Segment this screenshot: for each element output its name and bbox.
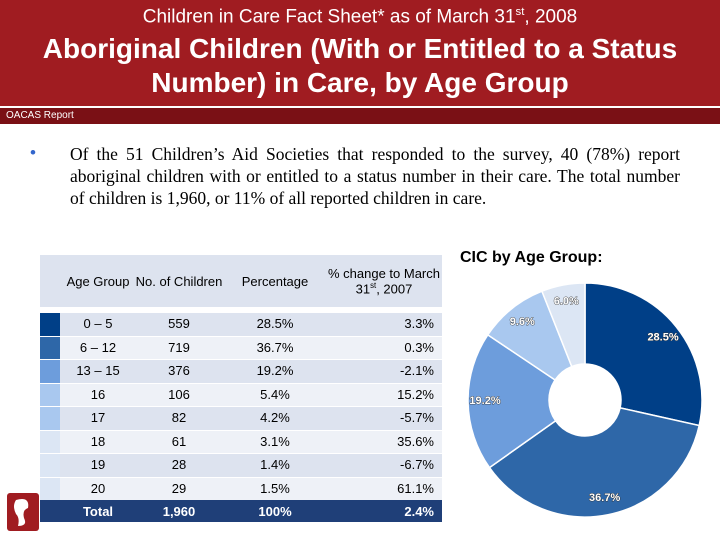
slice-label: 36.7%: [589, 492, 620, 504]
table-cell: 3.3%: [404, 316, 434, 332]
table-cell: 82: [171, 410, 187, 426]
table-cell: 18: [90, 433, 106, 449]
column-header: % change to March 31st, 2007: [326, 255, 442, 307]
table-cell: 3.1%: [260, 433, 290, 449]
total-cell: 2.4%: [404, 503, 434, 519]
table-cell: 36.7%: [256, 339, 294, 355]
table-cell: 376: [168, 363, 190, 379]
slice-label: 28.5%: [647, 331, 678, 343]
table-cell: 19.2%: [256, 363, 294, 379]
source: OACAS Report: [0, 108, 720, 124]
row-swatch: [40, 312, 60, 336]
total-cell: Total: [82, 503, 114, 519]
pie-slice: [467, 333, 557, 469]
table-cell: 20: [90, 480, 106, 496]
table-header-bg: [40, 255, 442, 307]
supertitle: Children in Care Fact Sheet* as of March…: [0, 6, 720, 28]
table-cell: 35.6%: [397, 433, 434, 449]
table-row-bg: [40, 429, 442, 453]
slice-label: 9.6%: [510, 316, 535, 328]
table-cell: 5.4%: [260, 386, 290, 402]
chart-title: CIC by Age Group:: [460, 249, 603, 266]
table-cell: 13 – 15: [76, 363, 120, 379]
table-cell: 61: [171, 433, 187, 449]
table-cell: -5.7%: [400, 410, 434, 426]
total-row-bg: [40, 500, 442, 522]
table-row-bg: [40, 453, 442, 477]
slice-label: 6.0%: [554, 296, 579, 308]
table-cell: 15.2%: [397, 386, 434, 402]
table-cell: -2.1%: [400, 363, 434, 379]
table-cell: 16: [90, 386, 106, 402]
bullet-dot: •: [30, 143, 36, 162]
table-cell: 4.2%: [260, 410, 290, 426]
slice-label: 19.2%: [469, 395, 500, 407]
table-cell: 559: [168, 316, 190, 332]
table-row-bg: [40, 359, 442, 383]
column-header: Percentage: [241, 273, 309, 289]
column-header-text: , 2007: [376, 281, 413, 297]
row-swatch: [40, 382, 60, 406]
table-cell: -6.7%: [400, 457, 434, 473]
total-cell: 100%: [258, 503, 292, 519]
row-swatch: [40, 453, 60, 477]
table-row-bg: [40, 476, 442, 500]
table-cell: 719: [168, 339, 190, 355]
column-header: Age Group: [66, 273, 130, 289]
total-cell: 1,960: [162, 503, 196, 519]
column-header-text: st: [370, 280, 377, 290]
column-header: No. of Children: [135, 273, 223, 289]
table-cell: 29: [171, 480, 187, 496]
table-row-bg: [40, 382, 442, 406]
table-cell: 28: [171, 457, 187, 473]
column-header-text: % change to March 31: [327, 265, 440, 297]
pie-slice: [584, 282, 703, 427]
supertitle-text: , 2008: [524, 6, 578, 28]
table-cell: 0.3%: [404, 339, 434, 355]
table-cell: 17: [90, 410, 106, 426]
logo: [7, 493, 39, 531]
table-cell: 106: [168, 386, 190, 402]
pie-chart: CIC by Age Group: 28.5% 36.7% 19.2% 9.6% 6.0…: [460, 249, 703, 518]
row-swatch: [40, 429, 60, 453]
row-swatch: [40, 476, 60, 500]
table-cell: 6 – 12: [79, 339, 117, 355]
table-cell: 19: [90, 457, 106, 473]
table-row-bg: [40, 406, 442, 430]
table-cell: 0 – 5: [83, 316, 113, 332]
pie-slice: [488, 406, 701, 518]
header: Children in Care Fact Sheet* as of March…: [0, 0, 720, 106]
table-row-bg: [40, 312, 442, 336]
table-row-bg: [40, 335, 442, 359]
table-cell: 61.1%: [397, 480, 434, 496]
title: Aboriginal Children (With or Entitled to…: [42, 33, 678, 98]
supertitle-text: Children in Care Fact Sheet* as of March…: [142, 6, 516, 28]
row-swatch: [40, 335, 60, 359]
row-swatch: [40, 359, 60, 383]
bullet-text: Of the 51 Children’s Aid Societies that …: [70, 144, 680, 208]
table-cell: 28.5%: [256, 316, 294, 332]
supertitle-sup: st: [515, 6, 525, 18]
table-cell: 1.4%: [260, 457, 290, 473]
table-cell: 1.5%: [260, 480, 290, 496]
pie-slice: [540, 282, 586, 368]
row-swatch: [40, 406, 60, 430]
